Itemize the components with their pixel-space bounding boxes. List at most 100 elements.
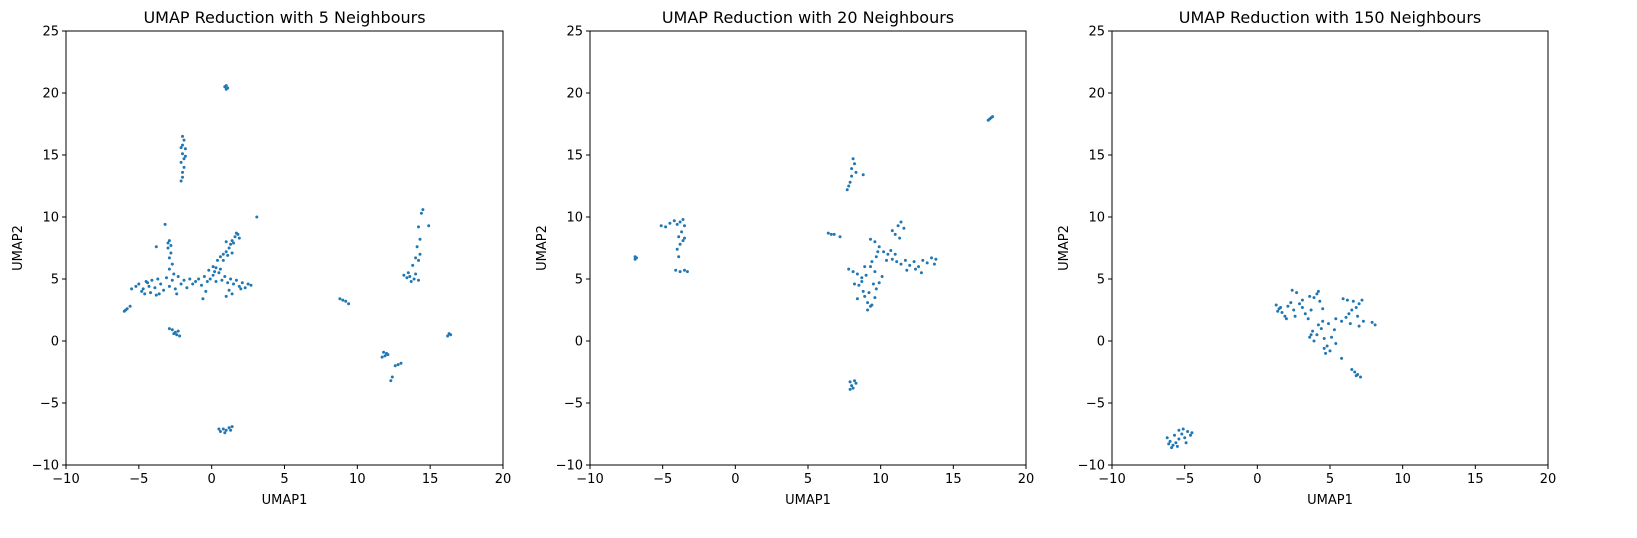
scatter-point	[838, 235, 842, 239]
scatter-point	[1328, 349, 1332, 353]
scatter-point	[1306, 317, 1310, 321]
scatter-point	[207, 268, 211, 272]
scatter-point	[183, 147, 187, 151]
scatter-point	[427, 224, 431, 228]
scatter-point	[179, 282, 183, 286]
scatter-point	[179, 160, 183, 164]
x-tick-label: 5	[804, 472, 812, 487]
scatter-point	[1177, 428, 1181, 432]
scatter-point	[1283, 314, 1287, 318]
scatter-point	[181, 143, 184, 147]
x-tick-label: 10	[872, 472, 889, 487]
scatter-point	[848, 387, 852, 391]
scatter-point	[633, 257, 637, 261]
scatter-point	[175, 292, 179, 296]
scatter-point	[1165, 436, 1169, 440]
x-tick-label: 15	[422, 472, 439, 487]
scatter-point	[860, 276, 864, 280]
chart-title: UMAP Reduction with 150 Neighbours	[1179, 8, 1481, 27]
scatter-point	[249, 283, 253, 287]
scatter-point	[1189, 433, 1192, 437]
x-tick-label: 20	[1018, 472, 1035, 487]
scatter-point	[1186, 430, 1190, 433]
scatter-point	[677, 255, 681, 259]
scatter-point	[866, 301, 870, 305]
scatter-point	[167, 239, 171, 243]
scatter-point	[1308, 294, 1312, 298]
scatter-point	[1330, 335, 1333, 339]
scatter-point	[1341, 297, 1345, 301]
scatter-point	[179, 179, 183, 183]
chart-panel-1: −10 −5 0 5 10 15 20 −10 −5 0 5 10 15 20 25 UMAP Reducti…	[11, 8, 511, 508]
scatter-point	[1359, 375, 1362, 379]
scatter-point	[681, 218, 685, 221]
scatter-point	[204, 289, 208, 293]
scatter-point	[399, 361, 403, 365]
scatter-point	[877, 245, 881, 249]
scatter-point	[446, 334, 450, 338]
scatter-point	[1322, 346, 1326, 350]
scatter-point	[681, 239, 685, 243]
scatter-point	[409, 280, 413, 283]
scatter-point	[240, 281, 244, 285]
plot-frame	[1111, 30, 1549, 466]
scatter-point	[237, 236, 241, 240]
y-tick-label: 5	[575, 273, 583, 288]
scatter-point	[224, 294, 228, 298]
scatter-point	[1303, 312, 1307, 316]
y-tick-label: 0	[1097, 335, 1105, 350]
scatter-point	[1175, 444, 1179, 448]
scatter-point	[902, 226, 906, 230]
scatter-point	[1348, 322, 1352, 326]
scatter-point	[668, 221, 672, 225]
scatter-point	[1309, 308, 1313, 312]
scatter-point	[134, 284, 138, 288]
scatter-points	[1165, 288, 1377, 450]
scatter-point	[223, 275, 227, 278]
scatter-point	[855, 272, 859, 276]
scatter-point	[912, 260, 916, 264]
scatter-point	[1293, 314, 1297, 318]
scatter-point	[223, 431, 227, 435]
y-tick-label: 25	[42, 25, 59, 40]
scatter-point	[150, 278, 154, 282]
scatter-point	[845, 188, 849, 192]
scatter-point	[149, 291, 152, 295]
scatter-point	[876, 250, 880, 254]
chart-title: UMAP Reduction with 20 Neighbours	[662, 8, 954, 27]
scatter-point	[154, 293, 158, 297]
scatter-point	[854, 381, 858, 385]
scatter-point	[678, 270, 682, 274]
scatter-point	[214, 280, 218, 283]
scatter-point	[194, 280, 198, 283]
scatter-point	[1315, 333, 1319, 337]
x-tick-label: −10	[1098, 472, 1125, 487]
scatter-point	[925, 261, 929, 265]
scatter-point	[1171, 443, 1175, 447]
x-tick-label: 15	[945, 472, 962, 487]
scatter-point	[1340, 356, 1344, 360]
scatter-point	[873, 240, 877, 244]
y-tick-label: 15	[566, 149, 583, 164]
scatter-point	[396, 363, 400, 367]
scatter-point	[851, 270, 855, 274]
x-axis-label: UMAP1	[262, 493, 308, 508]
scatter-point	[1345, 298, 1349, 302]
scatter-point	[934, 257, 938, 261]
scatter-point	[1350, 308, 1354, 312]
scatter-point	[243, 286, 247, 290]
x-tick-label: 20	[1540, 472, 1557, 487]
scatter-point	[1183, 436, 1187, 440]
scatter-point	[1181, 427, 1185, 431]
scatter-point	[405, 276, 409, 280]
scatter-point	[1325, 344, 1329, 348]
scatter-point	[866, 308, 870, 312]
scatter-point	[683, 268, 686, 272]
scatter-point	[179, 146, 183, 150]
scatter-point	[170, 278, 174, 282]
scatter-point	[908, 263, 912, 267]
scatter-point	[1184, 441, 1188, 445]
scatter-point	[1347, 312, 1351, 316]
scatter-point	[917, 265, 920, 269]
